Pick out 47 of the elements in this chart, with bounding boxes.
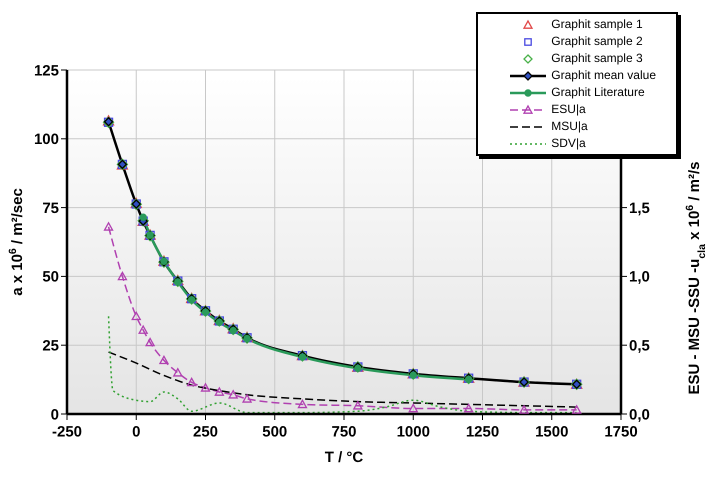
x-tick-label: 0 [132, 424, 140, 441]
legend-label: Graphit Literature [551, 84, 645, 101]
legend-label: Graphit sample 3 [551, 50, 643, 67]
point [298, 400, 308, 408]
x-tick-label: 750 [331, 424, 357, 441]
y2-tick-label: 0,5 [629, 338, 650, 355]
x-tick-label: -250 [52, 424, 82, 441]
x-tick-label: 1250 [466, 424, 500, 441]
point [214, 387, 224, 396]
legend-label: Graphit mean value [551, 67, 656, 84]
legend-label: MSU|a [551, 118, 588, 135]
x-tick-label: 1500 [535, 424, 568, 441]
point [228, 390, 238, 399]
point [242, 394, 252, 403]
y-tick-label: 100 [34, 131, 59, 148]
y2-tick-label: 0,0 [629, 406, 650, 424]
y-tick-label: 50 [42, 268, 59, 286]
point [408, 404, 418, 412]
point [132, 312, 141, 320]
legend-label: Graphit sample 2 [551, 33, 643, 50]
x-tick-label: 500 [262, 424, 288, 441]
x-tick-label: 1000 [396, 424, 430, 441]
legend-label: SDV|a [551, 135, 586, 152]
point [572, 405, 582, 414]
point [200, 383, 210, 392]
legend-label: Graphit sample 1 [551, 16, 643, 33]
point [464, 404, 474, 412]
legend-label: ESU|a [551, 101, 586, 118]
y-tick-label: 125 [34, 62, 59, 80]
point [138, 325, 148, 334]
point [104, 222, 114, 231]
x-axis-title: T / °C [324, 449, 364, 466]
point [187, 378, 196, 386]
y-tick-label: 25 [42, 338, 59, 355]
point [353, 401, 362, 410]
y-tick-label: 75 [42, 200, 59, 217]
y-tick-label: 0 [50, 406, 59, 424]
x-tick-label: 1750 [604, 424, 638, 441]
x-tick-label: 250 [192, 424, 218, 441]
point [145, 338, 155, 346]
y2-tick-label: 1,5 [629, 200, 650, 217]
point [118, 272, 128, 280]
point [159, 356, 169, 364]
point [139, 214, 147, 221]
point [173, 368, 182, 377]
point [519, 405, 529, 414]
y2-tick-label: 1,0 [629, 268, 650, 286]
